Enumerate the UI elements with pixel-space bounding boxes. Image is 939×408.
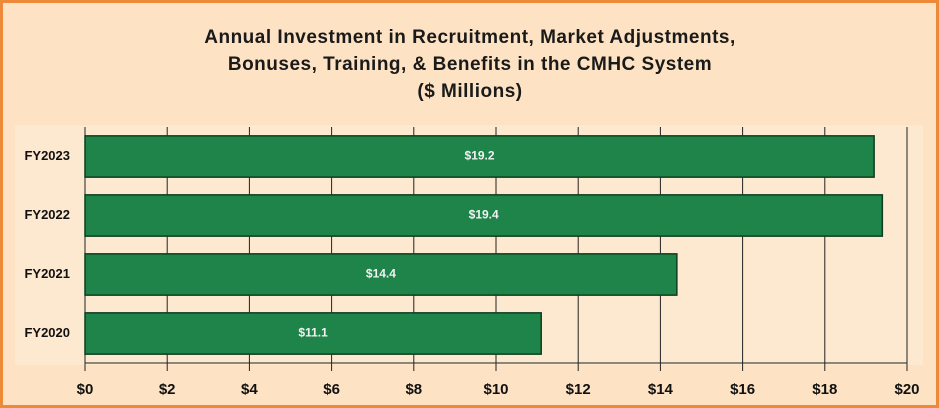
y-tick-label: FY2020: [24, 325, 70, 340]
x-tick-label: $6: [323, 381, 340, 398]
y-tick-label: FY2021: [24, 266, 70, 281]
x-tick-label: $4: [241, 381, 258, 398]
chart-title: ($ Millions): [417, 81, 522, 102]
x-tick-label: $10: [483, 381, 508, 398]
x-tick-label: $12: [566, 381, 591, 398]
x-tick-label: $20: [894, 381, 919, 398]
bar: [84, 312, 542, 355]
y-tick-label: FY2023: [24, 148, 70, 163]
x-tick-label: $8: [405, 381, 422, 398]
data-label: $19.2: [465, 149, 495, 163]
x-tick-label: $2: [159, 381, 176, 398]
data-label: $11.1: [298, 326, 328, 340]
x-tick-label: $14: [648, 381, 674, 398]
bar: [84, 135, 875, 178]
bar: [84, 194, 884, 237]
chart-title: Annual Investment in Recruitment, Market…: [204, 27, 736, 48]
data-label: $14.4: [366, 267, 396, 281]
x-tick-label: $18: [812, 381, 837, 398]
bar: [84, 253, 678, 296]
data-label: $19.4: [469, 208, 499, 222]
x-tick-label: $16: [730, 381, 755, 398]
chart-title: Bonuses, Training, & Benefits in the CMH…: [228, 54, 712, 75]
y-tick-label: FY2022: [24, 207, 70, 222]
x-tick-label: $0: [77, 381, 94, 398]
